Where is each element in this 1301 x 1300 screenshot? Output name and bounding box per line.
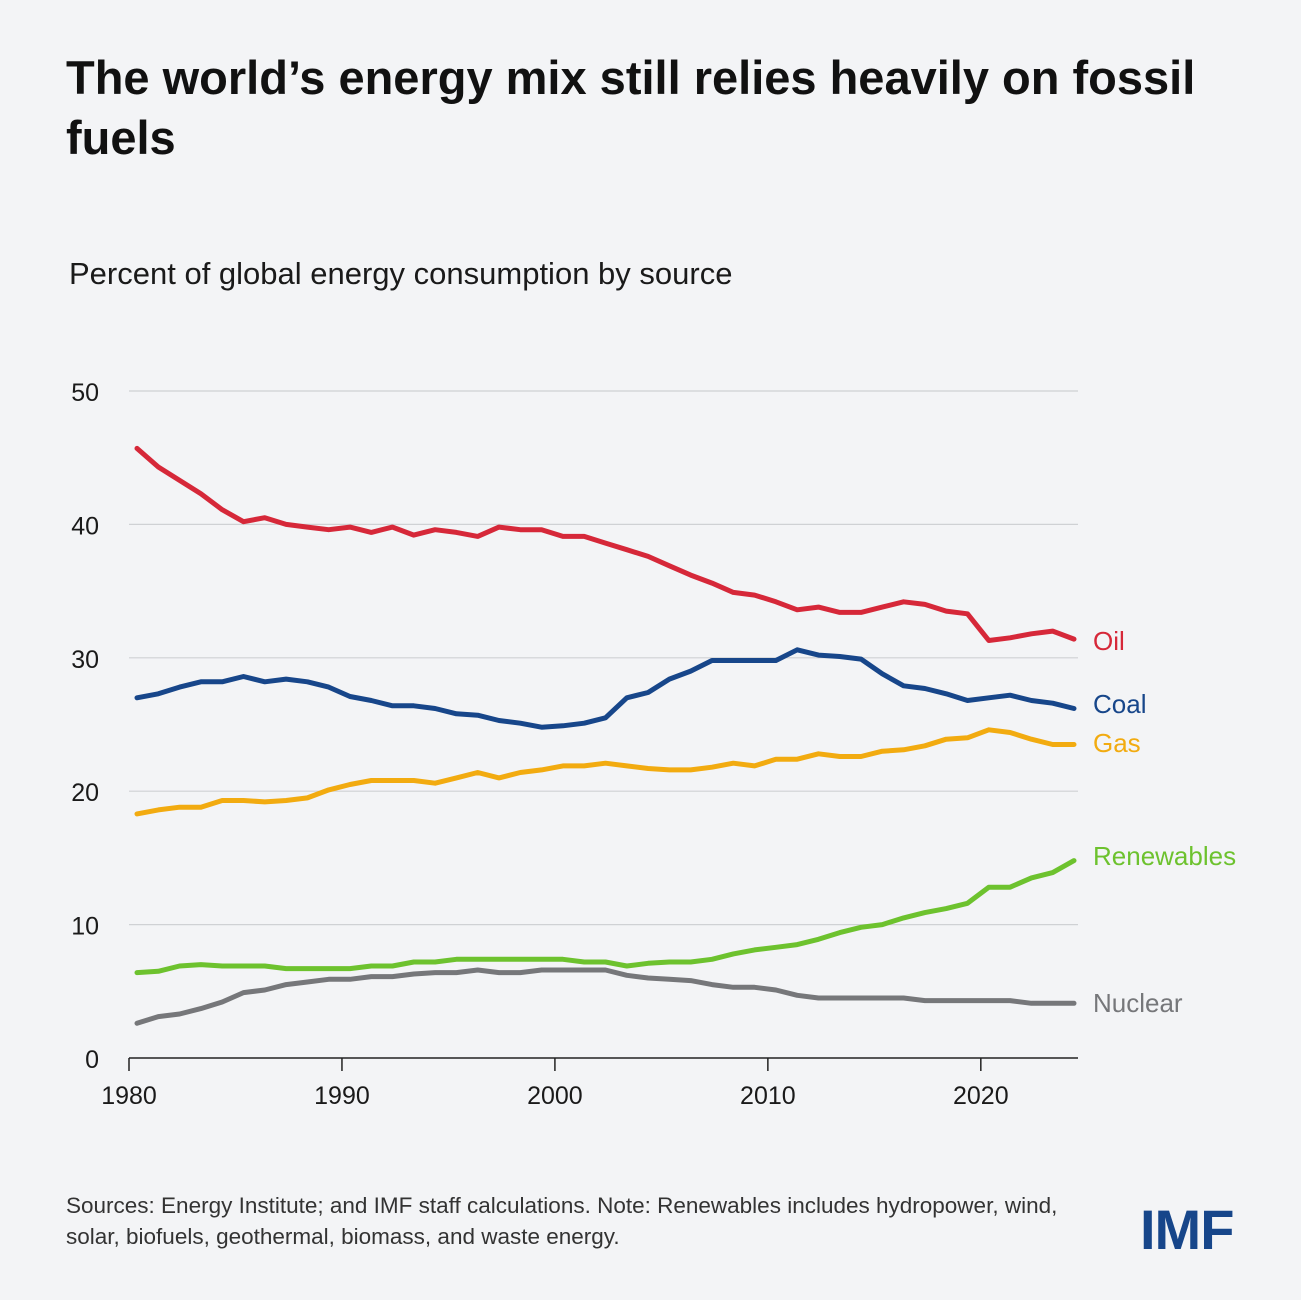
- y-axis-ticks: 0 10 20 30 40 50: [71, 379, 99, 1074]
- series-line-coal: [134, 647, 1077, 730]
- series-lines: [134, 445, 1077, 1026]
- series-label-coal: Coal: [1093, 689, 1146, 719]
- series-line-gas: [134, 727, 1077, 817]
- series-labels: Oil Coal Gas Renewables Nuclear: [1093, 626, 1236, 1018]
- x-tick-label: 2020: [953, 1082, 1009, 1110]
- x-axis: 1980 1990 2000 2010 2020: [101, 1057, 1078, 1110]
- y-tick-label: 0: [85, 1046, 99, 1074]
- chart-title: The world’s energy mix still relies heav…: [66, 51, 1196, 164]
- series-line-renewables: [134, 858, 1077, 976]
- source-note: Sources: Energy Institute; and IMF staff…: [66, 1193, 1058, 1249]
- x-tick-label: 2000: [527, 1082, 583, 1110]
- y-tick-label: 30: [71, 646, 99, 674]
- gridlines: [129, 390, 1078, 926]
- series-label-nuclear: Nuclear: [1093, 988, 1183, 1018]
- y-tick-label: 50: [71, 379, 99, 407]
- chart-subtitle: Percent of global energy consumption by …: [69, 256, 733, 291]
- series-label-oil: Oil: [1093, 626, 1125, 656]
- y-tick-label: 40: [71, 512, 99, 540]
- x-tick-label: 1980: [101, 1082, 157, 1110]
- series-label-gas: Gas: [1093, 728, 1141, 758]
- imf-logo: IMF: [1140, 1198, 1234, 1261]
- series-label-renewables: Renewables: [1093, 841, 1236, 871]
- x-tick-label: 1990: [314, 1082, 370, 1110]
- series-line-oil: [134, 445, 1077, 643]
- x-tick-label: 2010: [740, 1082, 796, 1110]
- y-tick-label: 10: [71, 913, 99, 941]
- y-tick-label: 20: [71, 779, 99, 807]
- series-line-nuclear: [134, 967, 1077, 1026]
